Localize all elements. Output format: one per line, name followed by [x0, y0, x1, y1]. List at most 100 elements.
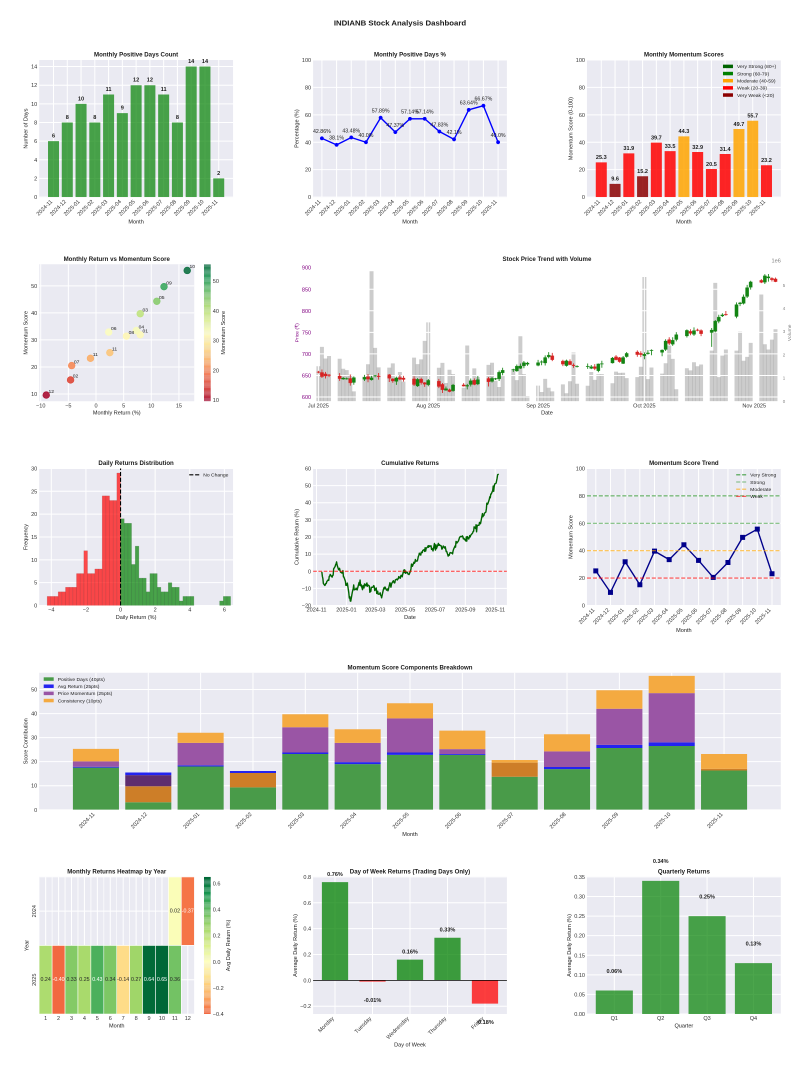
svg-text:20: 20 [305, 168, 311, 174]
svg-text:Jul 2025: Jul 2025 [308, 403, 329, 409]
svg-text:Q3: Q3 [703, 1016, 710, 1022]
svg-text:3: 3 [70, 1016, 73, 1022]
svg-text:Oct 2025: Oct 2025 [633, 403, 656, 409]
svg-text:Strong (60-79): Strong (60-79) [737, 71, 769, 77]
svg-text:11: 11 [106, 87, 112, 93]
svg-text:0.27: 0.27 [131, 977, 141, 983]
svg-text:0.2: 0.2 [213, 934, 221, 940]
svg-text:31.4: 31.4 [720, 147, 732, 153]
svg-text:0.65: 0.65 [157, 977, 167, 983]
svg-text:40: 40 [305, 501, 311, 507]
svg-text:0.06%: 0.06% [606, 969, 622, 975]
svg-text:850: 850 [302, 287, 311, 293]
svg-text:4: 4 [34, 158, 37, 164]
svg-text:2: 2 [217, 171, 220, 177]
svg-text:Weak: Weak [750, 494, 763, 500]
svg-text:0: 0 [94, 403, 97, 409]
svg-text:02: 02 [73, 374, 79, 380]
svg-text:No Change: No Change [203, 473, 228, 479]
svg-text:30: 30 [305, 518, 311, 524]
svg-text:80: 80 [579, 85, 585, 91]
svg-text:04: 04 [139, 324, 145, 330]
svg-text:33.5: 33.5 [665, 144, 676, 150]
svg-text:0.30: 0.30 [574, 895, 585, 901]
svg-text:Daily Return (%): Daily Return (%) [116, 615, 157, 621]
svg-text:0: 0 [34, 808, 37, 814]
svg-text:0.13%: 0.13% [746, 941, 762, 947]
svg-text:0.10: 0.10 [574, 973, 585, 979]
svg-text:Average Daily Return (%): Average Daily Return (%) [567, 914, 573, 977]
svg-text:−0.2: −0.2 [213, 986, 224, 992]
svg-text:INDIANB Stock Analysis Dashboa: INDIANB Stock Analysis Dashboard [334, 19, 466, 28]
svg-text:60: 60 [305, 113, 311, 119]
svg-text:40.0%: 40.0% [358, 133, 373, 139]
svg-text:0.33: 0.33 [66, 977, 76, 983]
svg-text:80: 80 [305, 85, 311, 91]
svg-text:55.7: 55.7 [747, 114, 758, 120]
svg-text:14: 14 [188, 59, 195, 65]
svg-text:0.34%: 0.34% [653, 859, 669, 865]
svg-text:0: 0 [119, 607, 122, 613]
svg-text:5: 5 [122, 403, 125, 409]
svg-text:0.05: 0.05 [574, 992, 585, 998]
svg-text:50: 50 [31, 284, 37, 290]
svg-text:Q2: Q2 [657, 1016, 664, 1022]
svg-text:50: 50 [31, 688, 37, 694]
svg-text:Price Momentum (25pts): Price Momentum (25pts) [58, 691, 113, 697]
svg-text:50: 50 [305, 484, 311, 490]
svg-text:0.34: 0.34 [105, 977, 115, 983]
svg-text:5: 5 [96, 1016, 99, 1022]
svg-text:Aug 2025: Aug 2025 [416, 403, 440, 409]
svg-text:0: 0 [582, 195, 585, 201]
svg-text:Momentum Score (0-100): Momentum Score (0-100) [568, 97, 574, 160]
svg-text:5: 5 [34, 581, 37, 587]
svg-text:0.36: 0.36 [170, 977, 180, 983]
svg-text:09: 09 [166, 280, 172, 286]
svg-text:Month: Month [402, 219, 417, 225]
svg-text:0.4: 0.4 [213, 908, 221, 914]
svg-text:10: 10 [305, 552, 311, 558]
svg-text:9: 9 [121, 106, 124, 112]
svg-text:63.64%: 63.64% [460, 101, 478, 107]
svg-text:Very Weak (<20): Very Weak (<20) [737, 93, 775, 99]
svg-text:10: 10 [78, 96, 84, 102]
svg-text:10: 10 [31, 102, 37, 108]
svg-text:32.9: 32.9 [692, 145, 703, 151]
svg-text:0.0: 0.0 [303, 978, 311, 984]
svg-text:0.35: 0.35 [574, 875, 585, 881]
svg-text:Momentum Score Trend: Momentum Score Trend [649, 460, 719, 467]
svg-text:Sep 2025: Sep 2025 [526, 403, 550, 409]
svg-text:10: 10 [31, 558, 37, 564]
svg-text:100: 100 [576, 466, 585, 472]
svg-text:57.89%: 57.89% [372, 109, 390, 115]
svg-text:10: 10 [189, 264, 195, 270]
svg-text:Momentum Score Components Brea: Momentum Score Components Breakdown [348, 664, 473, 671]
svg-text:0.25: 0.25 [79, 977, 89, 983]
svg-text:2: 2 [57, 1016, 60, 1022]
svg-text:Average Daily Return (%): Average Daily Return (%) [293, 914, 299, 977]
svg-text:4: 4 [83, 1016, 86, 1022]
svg-text:50: 50 [213, 279, 219, 285]
svg-text:Score Contribution: Score Contribution [24, 718, 30, 764]
svg-text:Day of Week: Day of Week [394, 1043, 426, 1049]
svg-text:20: 20 [579, 168, 585, 174]
svg-text:Monthly Return (%): Monthly Return (%) [93, 411, 141, 417]
svg-text:49.7: 49.7 [734, 122, 745, 128]
svg-text:Stock Price Trend with Volume: Stock Price Trend with Volume [503, 256, 592, 263]
svg-text:−0.4: −0.4 [213, 1012, 224, 1018]
svg-text:10: 10 [31, 784, 37, 790]
svg-text:2024-11: 2024-11 [307, 607, 327, 613]
svg-text:Percentage (%): Percentage (%) [294, 109, 300, 148]
svg-text:2025-09: 2025-09 [455, 607, 475, 613]
svg-text:47.37%: 47.37% [386, 123, 404, 129]
svg-text:−10: −10 [36, 403, 45, 409]
svg-text:43.48%: 43.48% [342, 128, 360, 134]
svg-text:−5: −5 [65, 403, 71, 409]
svg-text:12: 12 [185, 1016, 191, 1022]
svg-text:Daily Returns Distribution: Daily Returns Distribution [98, 460, 174, 467]
svg-text:Date: Date [404, 615, 416, 621]
svg-text:8: 8 [176, 115, 179, 121]
svg-text:2024: 2024 [32, 905, 38, 917]
svg-text:Momentum Score: Momentum Score [568, 515, 574, 559]
svg-text:42.86%: 42.86% [313, 129, 331, 135]
